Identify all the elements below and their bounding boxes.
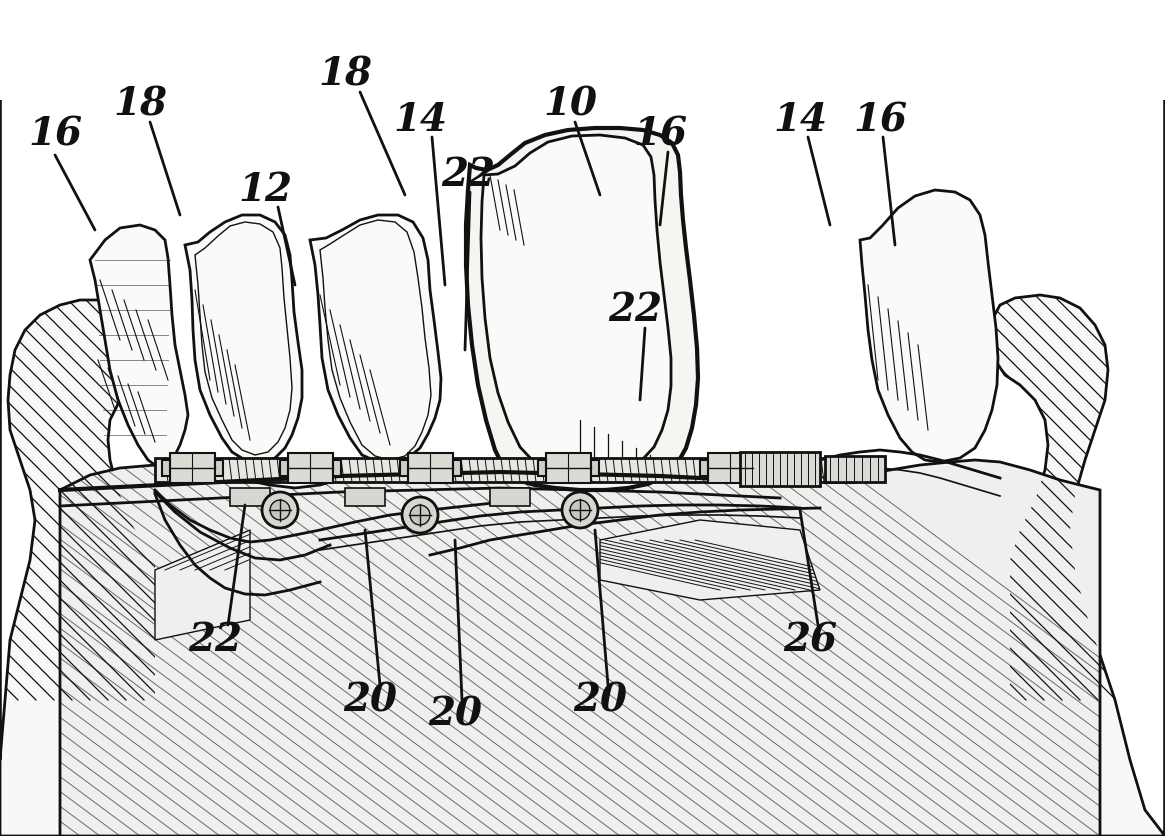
Bar [162,460,169,477]
Bar [699,460,707,477]
Bar [825,456,885,482]
Bar [753,460,761,477]
Polygon shape [0,100,155,836]
Text: 22: 22 [188,621,242,659]
Bar [230,488,270,506]
Text: 22: 22 [608,291,662,329]
Text: 20: 20 [428,696,482,734]
Text: 16: 16 [633,116,687,154]
Circle shape [410,505,430,525]
Text: 18: 18 [318,56,372,94]
Bar [155,458,855,482]
Bar [452,460,460,477]
Text: 20: 20 [573,681,627,719]
Bar [288,453,332,483]
Bar [545,453,591,483]
Polygon shape [310,215,442,462]
Text: 12: 12 [238,171,292,209]
Polygon shape [860,190,998,462]
Circle shape [262,492,298,528]
Bar [537,460,545,477]
Circle shape [270,500,290,520]
Text: 14: 14 [774,101,827,139]
Circle shape [562,492,598,528]
Text: 14: 14 [393,101,447,139]
Bar [214,460,223,477]
Bar [400,460,408,477]
Polygon shape [481,135,671,473]
Bar [169,453,214,483]
Text: 16: 16 [28,116,82,154]
Bar [740,452,820,486]
Bar [591,460,599,477]
Bar [408,453,452,483]
Bar [707,453,753,483]
Polygon shape [90,225,188,465]
Text: 16: 16 [853,101,908,139]
Polygon shape [466,128,698,490]
Polygon shape [185,215,302,462]
Circle shape [402,497,438,533]
Polygon shape [600,520,820,600]
Text: 10: 10 [543,86,596,124]
Bar [345,488,384,506]
Polygon shape [61,460,1100,836]
Text: 20: 20 [343,681,397,719]
Text: 18: 18 [113,86,167,124]
Text: 22: 22 [442,156,495,194]
Bar [280,460,288,477]
Bar [332,460,340,477]
Text: 26: 26 [783,621,836,659]
Polygon shape [155,530,250,640]
Circle shape [570,500,589,520]
Polygon shape [990,100,1165,836]
Bar [490,488,530,506]
